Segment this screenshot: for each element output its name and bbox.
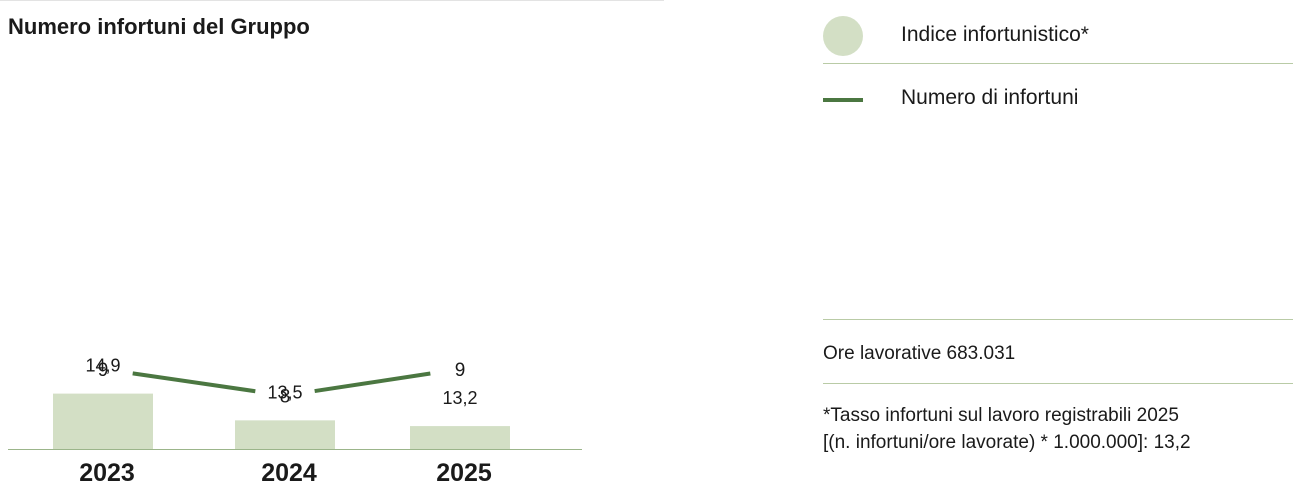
line-point-label: 9 — [98, 360, 109, 381]
footnote-line-1: *Tasso infortuni sul lavoro registrabili… — [823, 405, 1179, 426]
bar-value-label: 13,5 — [267, 382, 302, 402]
notes-divider-bottom — [823, 383, 1293, 384]
footnote-line-2: [(n. infortuni/ore lavorate) * 1.000.000… — [823, 432, 1191, 453]
bar-2024 — [235, 420, 335, 449]
legend-label-index: Indice infortunistico* — [901, 23, 1089, 46]
chart-area: 14,9 13,5 13,2 9 8 9 2023 2024 2025 — [8, 356, 582, 484]
line-swatch-icon — [823, 98, 863, 102]
line-point-label: 8 — [280, 387, 291, 408]
line-segment — [314, 371, 431, 394]
work-hours-note: Ore lavorative 683.031 — [823, 343, 1016, 364]
x-tick-label: 2023 — [79, 459, 135, 484]
notes-divider-top — [823, 319, 1293, 320]
bar-value-label: 14,9 — [85, 356, 120, 376]
line-point-label: 9 — [455, 360, 466, 381]
x-tick-label: 2025 — [436, 459, 492, 484]
bar-2025 — [410, 426, 510, 449]
legend-label-count: Numero di infortuni — [901, 86, 1079, 109]
x-tick-label: 2024 — [261, 459, 317, 484]
chart-title: Numero infortuni del Gruppo — [8, 14, 310, 39]
line-segment — [132, 371, 256, 394]
bar-value-label: 13,2 — [442, 388, 477, 408]
bar-2023 — [53, 393, 153, 449]
top-divider — [0, 0, 664, 1]
legend-divider — [823, 63, 1293, 64]
circle-swatch-icon — [823, 16, 863, 56]
